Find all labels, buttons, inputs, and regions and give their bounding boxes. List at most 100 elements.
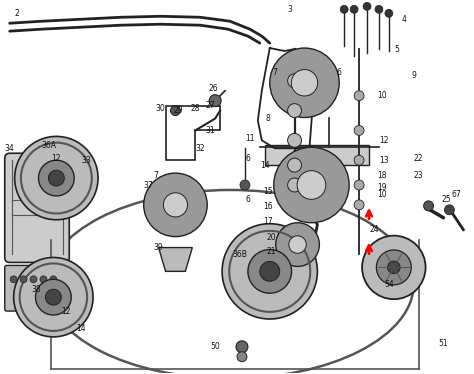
- Circle shape: [222, 224, 318, 319]
- Circle shape: [387, 261, 400, 274]
- Circle shape: [375, 5, 383, 13]
- Circle shape: [50, 276, 57, 283]
- Text: 28: 28: [191, 104, 200, 113]
- Text: 26: 26: [209, 84, 218, 93]
- Text: 14: 14: [260, 161, 270, 170]
- Text: 24: 24: [369, 225, 379, 234]
- Circle shape: [362, 236, 426, 299]
- Circle shape: [376, 250, 411, 285]
- Circle shape: [288, 134, 301, 147]
- Circle shape: [276, 223, 319, 266]
- Text: 4: 4: [401, 15, 406, 24]
- Circle shape: [289, 236, 306, 253]
- Text: 19: 19: [377, 184, 387, 193]
- Text: 15: 15: [263, 187, 273, 196]
- Circle shape: [445, 205, 455, 215]
- Polygon shape: [265, 145, 369, 165]
- Text: 17: 17: [263, 217, 273, 226]
- Text: 13: 13: [379, 156, 389, 165]
- FancyBboxPatch shape: [5, 153, 69, 263]
- Circle shape: [46, 289, 61, 305]
- Text: 21: 21: [267, 247, 276, 256]
- Circle shape: [350, 5, 358, 13]
- Text: 12: 12: [52, 154, 61, 163]
- Text: 33: 33: [81, 156, 91, 165]
- Text: 7: 7: [272, 68, 277, 77]
- Text: 16: 16: [263, 202, 273, 211]
- Circle shape: [354, 155, 364, 165]
- Text: 36A: 36A: [42, 141, 57, 150]
- Text: 39: 39: [154, 243, 164, 252]
- Text: 67: 67: [451, 190, 461, 199]
- Text: 2: 2: [14, 9, 19, 18]
- Circle shape: [237, 352, 247, 362]
- Text: 6: 6: [337, 68, 342, 77]
- Text: 29: 29: [173, 106, 183, 115]
- Circle shape: [236, 341, 248, 353]
- Circle shape: [260, 261, 280, 281]
- Circle shape: [273, 147, 349, 223]
- Circle shape: [288, 104, 301, 117]
- Circle shape: [270, 48, 339, 117]
- Text: 27: 27: [205, 101, 215, 110]
- Circle shape: [354, 180, 364, 190]
- Circle shape: [292, 70, 318, 96]
- Circle shape: [36, 279, 71, 315]
- Circle shape: [363, 2, 371, 10]
- Circle shape: [424, 201, 434, 211]
- Text: 14: 14: [76, 324, 86, 334]
- Circle shape: [20, 276, 27, 283]
- Circle shape: [40, 276, 47, 283]
- Circle shape: [164, 193, 188, 217]
- Circle shape: [354, 125, 364, 135]
- Circle shape: [209, 95, 221, 107]
- Circle shape: [385, 9, 393, 17]
- Text: 12: 12: [379, 136, 389, 145]
- Circle shape: [354, 200, 364, 210]
- Text: 11: 11: [245, 134, 255, 143]
- Circle shape: [340, 5, 348, 13]
- Text: 25: 25: [442, 195, 451, 205]
- Text: 7: 7: [153, 171, 158, 180]
- Circle shape: [171, 105, 181, 116]
- FancyBboxPatch shape: [5, 266, 68, 311]
- Text: 6: 6: [246, 195, 250, 205]
- Text: 38: 38: [32, 285, 41, 294]
- Text: 12: 12: [62, 307, 71, 316]
- Circle shape: [248, 249, 292, 293]
- Text: 32: 32: [195, 144, 205, 153]
- Text: 10: 10: [377, 190, 387, 199]
- Text: 51: 51: [438, 339, 448, 348]
- Circle shape: [14, 257, 93, 337]
- Circle shape: [15, 137, 98, 220]
- Circle shape: [240, 180, 250, 190]
- Circle shape: [288, 74, 301, 88]
- Text: 22: 22: [414, 154, 423, 163]
- Circle shape: [354, 91, 364, 101]
- Text: 50: 50: [210, 342, 220, 351]
- Text: 20: 20: [267, 233, 276, 242]
- Text: 23: 23: [414, 171, 423, 180]
- Circle shape: [288, 178, 301, 192]
- Circle shape: [48, 170, 64, 186]
- Text: 9: 9: [411, 71, 416, 80]
- Text: 3: 3: [287, 5, 292, 14]
- Text: 18: 18: [377, 171, 387, 180]
- Polygon shape: [159, 248, 192, 272]
- Circle shape: [297, 171, 326, 199]
- Text: 30: 30: [155, 104, 165, 113]
- Text: 10: 10: [377, 91, 387, 100]
- Text: 36B: 36B: [233, 250, 247, 259]
- Text: 5: 5: [394, 45, 399, 53]
- Text: 8: 8: [265, 114, 270, 123]
- Circle shape: [144, 173, 207, 237]
- Circle shape: [10, 276, 17, 283]
- Text: 34: 34: [5, 144, 15, 153]
- Circle shape: [30, 276, 37, 283]
- Circle shape: [38, 160, 74, 196]
- Text: 31: 31: [205, 126, 215, 135]
- Text: 37: 37: [144, 181, 154, 190]
- Text: 6: 6: [246, 154, 250, 163]
- Text: 54: 54: [384, 280, 394, 289]
- Circle shape: [288, 158, 301, 172]
